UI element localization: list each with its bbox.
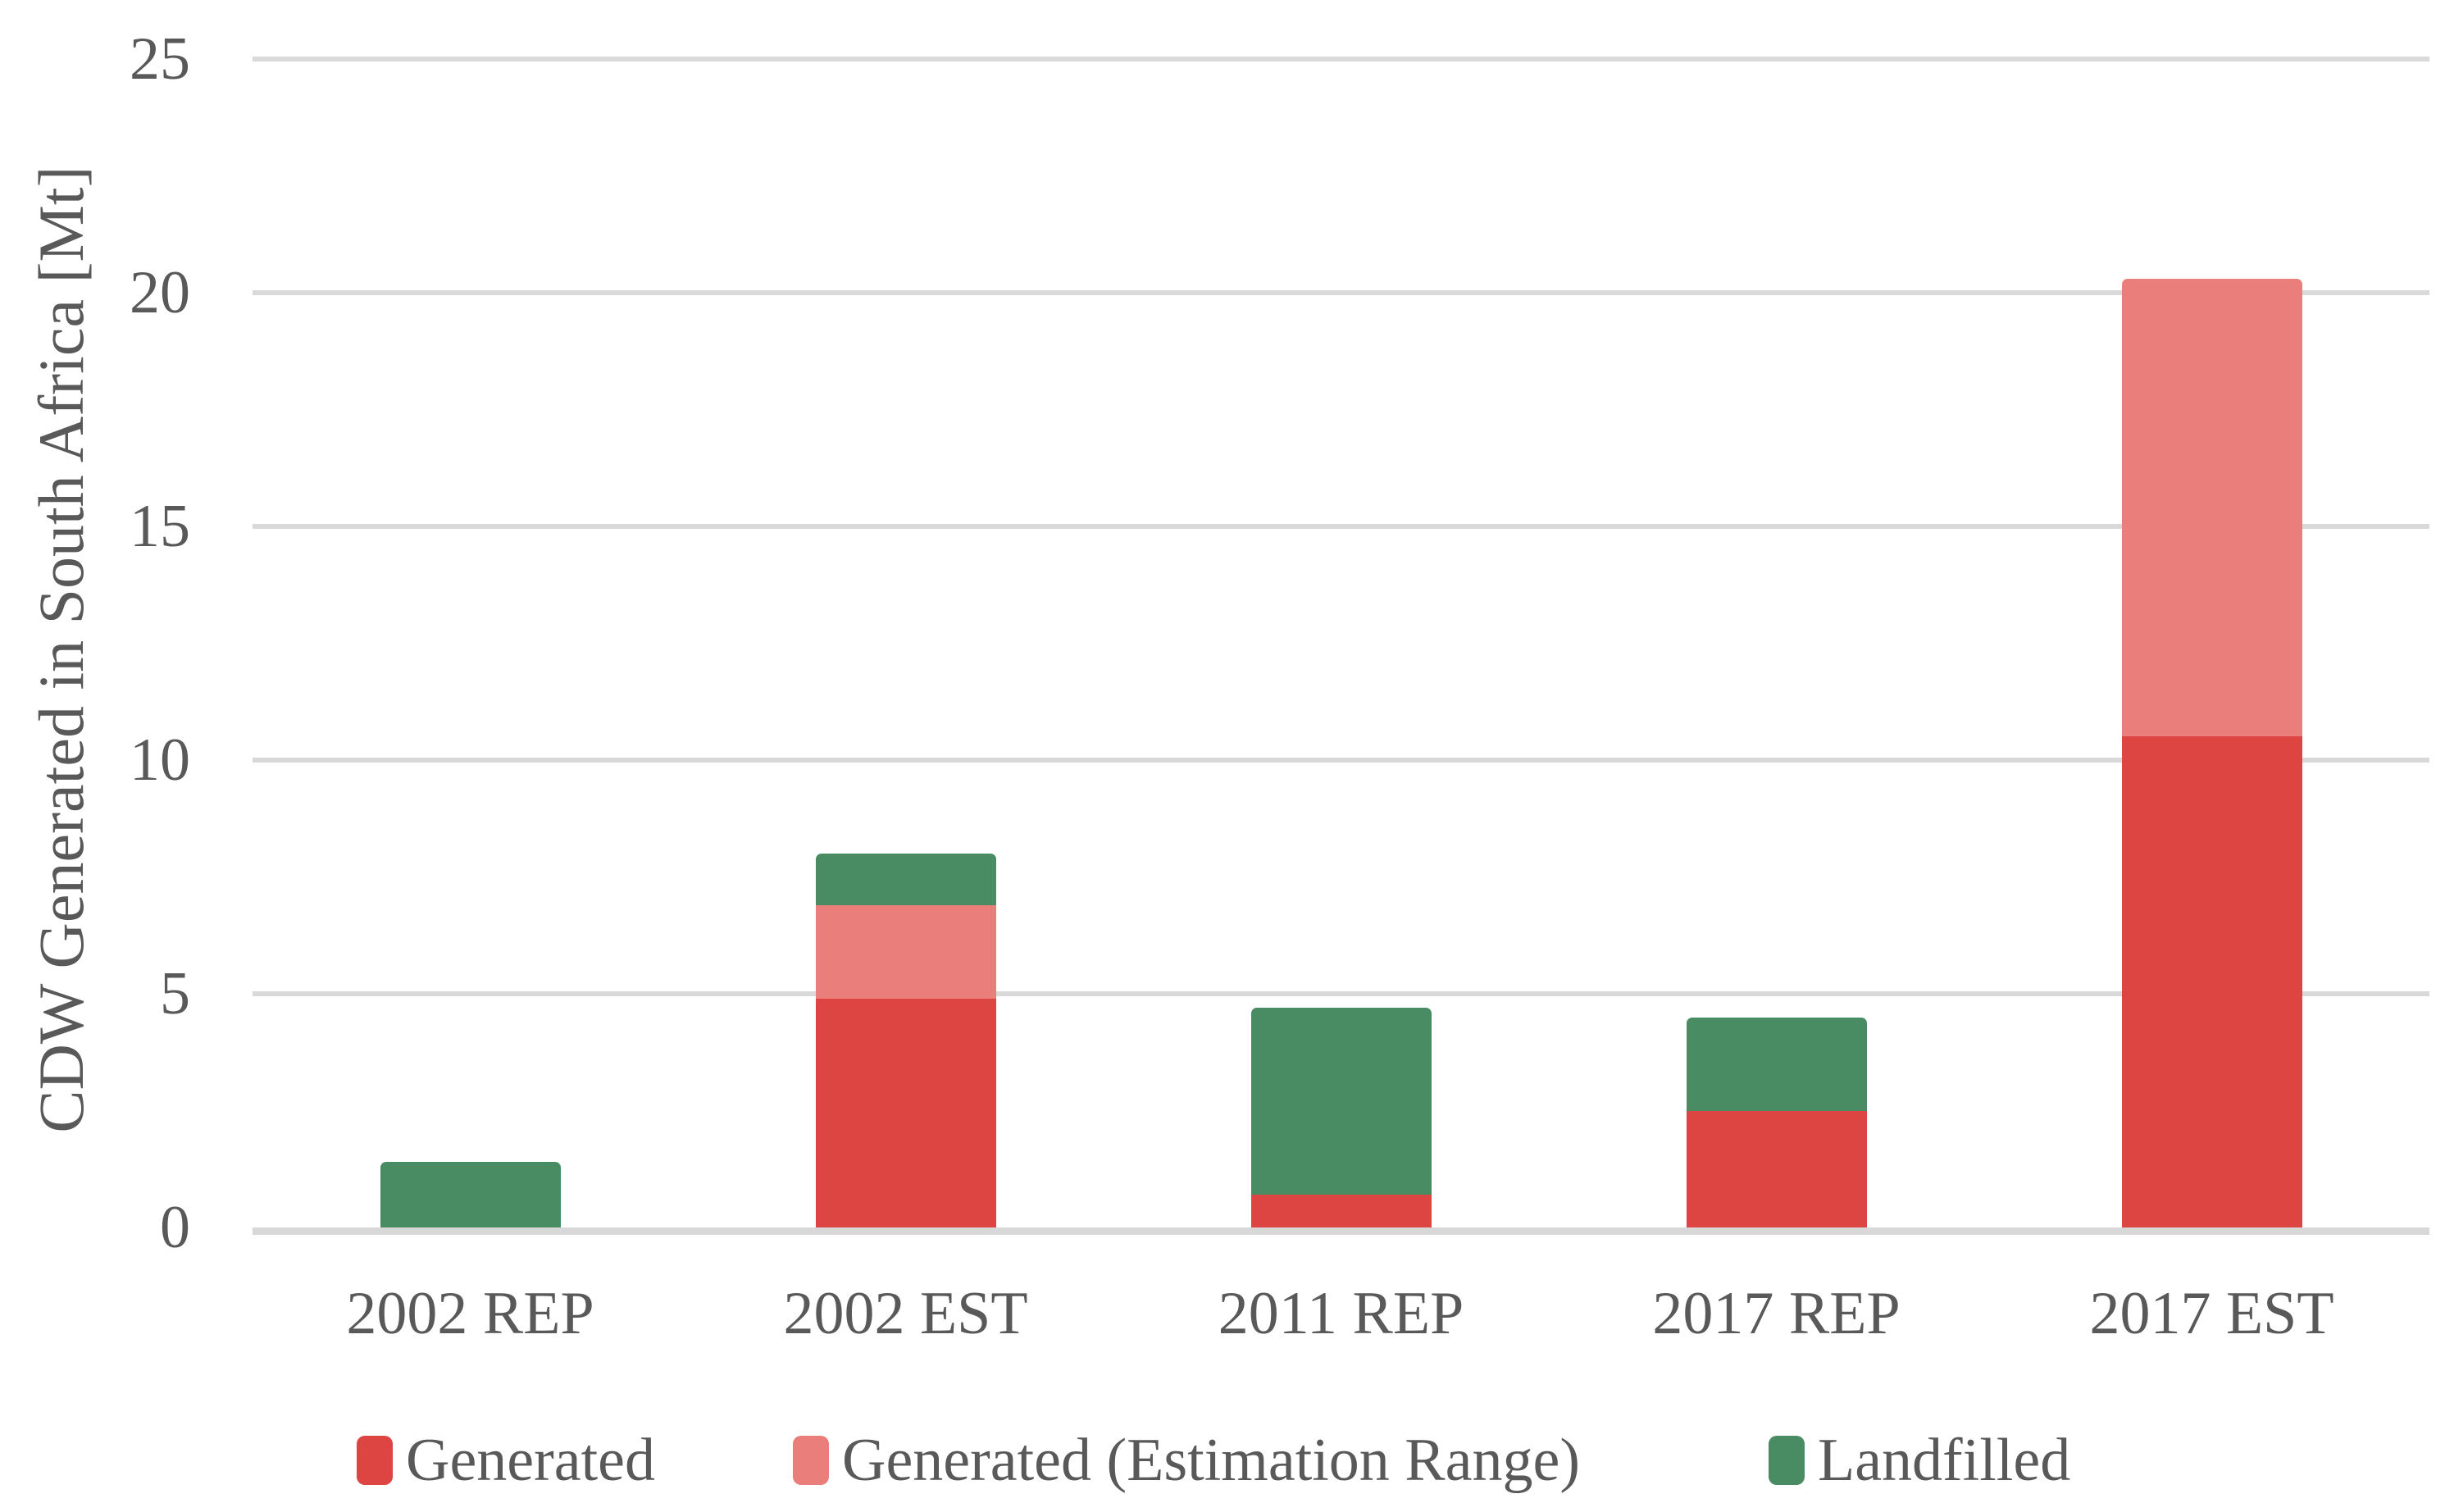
- y-tick-label-25: 25: [130, 25, 190, 93]
- legend-item-generated: Generated: [357, 1430, 655, 1491]
- bar-2017-est: [2121, 278, 2302, 1227]
- x-axis-label-2011-rep: 2011 REP: [1218, 1280, 1464, 1347]
- bar-2017-rep: [1686, 1017, 1867, 1227]
- y-tick-label-20: 20: [130, 259, 190, 326]
- gridline-y-10: [253, 758, 2429, 763]
- y-tick-label-5: 5: [160, 960, 190, 1027]
- x-axis-label-2002-est: 2002 EST: [783, 1280, 1028, 1347]
- bar-segment-2017-est-generated: [2121, 736, 2302, 1227]
- bar-segment-2002-est-landfilled: [815, 854, 996, 905]
- gridline-y-25: [253, 57, 2429, 61]
- gridline-y-20: [253, 290, 2429, 295]
- x-axis-label-2017-rep: 2017 REP: [1652, 1280, 1901, 1347]
- legend-swatch-generated: [357, 1436, 393, 1485]
- bar-segment-2002-rep-landfilled: [380, 1162, 561, 1227]
- legend-label-generated-estimation-range: Generated (Estimation Range): [842, 1427, 1580, 1494]
- legend: Generated Generated (Estimation Range) Lan…: [0, 1430, 2445, 1496]
- y-tick-label-0: 0: [160, 1194, 190, 1261]
- bar-2002-est: [815, 854, 996, 1227]
- x-axis-label-2017-est: 2017 EST: [2089, 1280, 2334, 1347]
- bar-segment-2017-est-generated-estimation-range: [2121, 278, 2302, 737]
- bar-2011-rep: [1250, 1008, 1432, 1227]
- gridline-y-15: [253, 524, 2429, 529]
- legend-swatch-generated-estimation-range: [793, 1436, 829, 1485]
- bar-segment-2011-rep-landfilled: [1250, 1008, 1432, 1195]
- legend-swatch-landfilled: [1769, 1436, 1805, 1485]
- gridline-y-0: [253, 1227, 2429, 1235]
- bar-segment-2011-rep-generated: [1250, 1195, 1432, 1227]
- legend-label-landfilled: Landfilled: [1818, 1427, 2071, 1494]
- legend-item-landfilled: Landfilled: [1769, 1430, 2070, 1491]
- bar-segment-2017-rep-generated: [1686, 1110, 1867, 1227]
- legend-label-generated: Generated: [406, 1427, 656, 1494]
- legend-item-generated-estimation-range: Generated (Estimation Range): [793, 1430, 1580, 1491]
- x-axis-label-2002-rep: 2002 REP: [346, 1280, 594, 1347]
- gridline-y-5: [253, 991, 2429, 996]
- bar-segment-2002-est-generated-estimation-range: [815, 904, 996, 999]
- y-tick-label-15: 15: [130, 493, 190, 560]
- bar-segment-2002-est-generated: [815, 998, 996, 1227]
- bar-segment-2017-rep-landfilled: [1686, 1017, 1867, 1111]
- y-tick-label-10: 10: [130, 726, 190, 794]
- bar-2002-rep: [380, 1162, 561, 1227]
